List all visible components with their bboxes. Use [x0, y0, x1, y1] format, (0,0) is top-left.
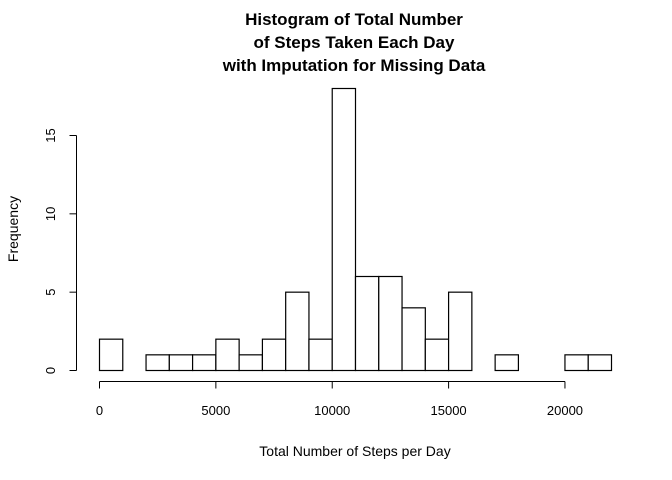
histogram-bar [447, 291, 473, 372]
x-tick-label: 0 [96, 403, 103, 418]
histogram-bar [261, 338, 287, 372]
histogram-bar [308, 338, 333, 372]
histogram-bar [98, 338, 124, 372]
y-axis-label: Frequency [5, 196, 21, 262]
x-tick-label: 15000 [431, 403, 467, 418]
title-line-1: Histogram of Total Number [245, 10, 463, 29]
histogram-bar [354, 275, 380, 372]
title-line-3: with Imputation for Missing Data [222, 56, 486, 75]
y-tick-label: 0 [43, 367, 58, 374]
x-tick-label: 10000 [314, 403, 350, 418]
chart-title: Histogram of Total Number of Steps Taken… [222, 10, 486, 75]
histogram-bar [168, 354, 194, 372]
title-line-2: of Steps Taken Each Day [254, 33, 455, 52]
histogram-bars [98, 87, 613, 372]
histogram-bar [215, 338, 240, 372]
histogram-bar [285, 291, 310, 372]
y-tick-label: 5 [43, 289, 58, 296]
histogram-bar [378, 275, 403, 372]
histogram-bar [424, 338, 450, 372]
histogram-bar [494, 354, 520, 372]
y-tick-label: 15 [43, 128, 58, 142]
x-tick-label: 5000 [201, 403, 230, 418]
histogram-bar [238, 354, 264, 372]
histogram-bar [145, 354, 170, 372]
y-tick-label: 10 [43, 207, 58, 221]
histogram-bar [564, 354, 589, 372]
histogram-bar [401, 307, 426, 372]
histogram-bar [191, 354, 217, 372]
x-axis: 0 5000 10000 15000 20000 [96, 381, 583, 418]
y-axis: 0 5 10 15 [43, 128, 77, 374]
x-tick-label: 20000 [547, 403, 583, 418]
histogram-bar [587, 354, 613, 372]
x-axis-label: Total Number of Steps per Day [259, 443, 450, 459]
histogram-bar [331, 87, 357, 372]
